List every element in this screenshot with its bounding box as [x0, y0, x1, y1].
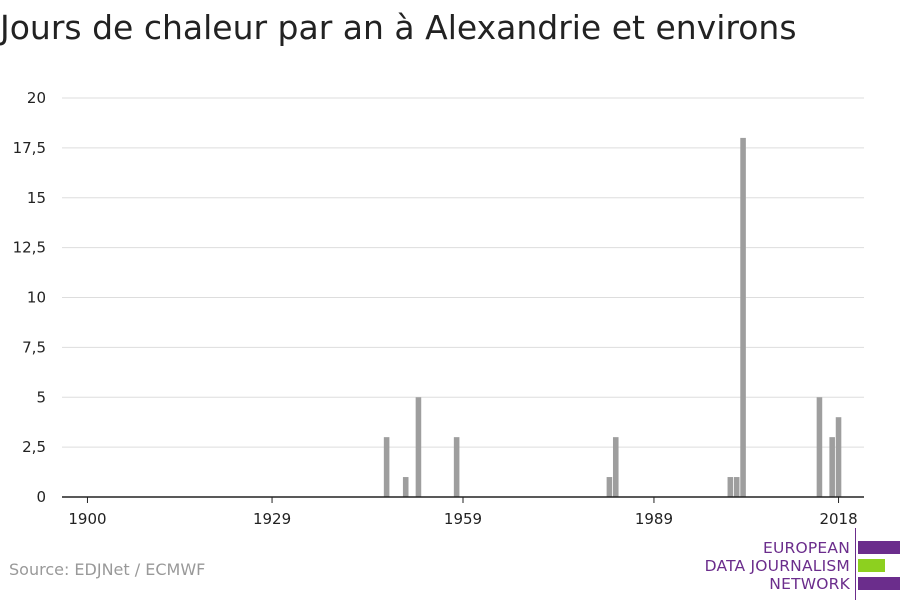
bar	[733, 477, 740, 497]
y-tick-label: 15	[27, 189, 46, 207]
bar	[829, 437, 835, 497]
bar	[383, 437, 390, 497]
bar	[816, 397, 823, 497]
bar	[606, 477, 613, 497]
logo-bar-top	[858, 541, 900, 554]
x-tick-labels: 1900 1929 1959 1989 2018	[68, 510, 857, 528]
x-ticks	[86, 497, 840, 503]
chart-title: Jours de chaleur par an à Alexandrie et …	[0, 8, 797, 47]
bar	[453, 437, 460, 497]
bar	[415, 397, 422, 497]
x-tick-label: 1959	[444, 510, 482, 528]
y-tick-label: 10	[27, 289, 46, 307]
x-tick-label: 1900	[68, 510, 106, 528]
y-tick-labels: 0 2,5 5 7,5 10 12,5 15 17,5 20	[13, 89, 46, 506]
y-tick-label: 17,5	[13, 139, 46, 157]
bar	[402, 477, 409, 497]
x-tick-label: 1989	[635, 510, 673, 528]
bar	[612, 437, 619, 497]
bars	[383, 137, 842, 497]
bar	[727, 477, 734, 497]
logo-line-european: EUROPEAN	[762, 539, 850, 557]
edjnet-logo: EUROPEAN DATA JOURNALISM NETWORK	[700, 528, 900, 600]
logo-bar-middle	[858, 559, 885, 572]
y-tick-label: 7,5	[22, 338, 46, 356]
logo-divider	[855, 528, 856, 600]
bar	[740, 137, 746, 497]
x-tick-label: 1929	[253, 510, 291, 528]
grid-lines	[62, 97, 864, 448]
logo-line-data-journalism: DATA JOURNALISM	[704, 557, 850, 575]
logo-line-network: NETWORK	[769, 575, 850, 593]
bar	[835, 417, 842, 497]
y-tick-label: 2,5	[22, 438, 46, 456]
y-tick-label: 0	[36, 488, 46, 506]
y-tick-label: 5	[36, 388, 46, 406]
x-tick-label: 2018	[819, 510, 857, 528]
y-tick-label: 20	[27, 89, 46, 107]
logo-bar-bottom	[858, 577, 900, 590]
y-tick-label: 12,5	[13, 239, 46, 257]
source-note: Source: EDJNet / ECMWF	[9, 560, 206, 579]
